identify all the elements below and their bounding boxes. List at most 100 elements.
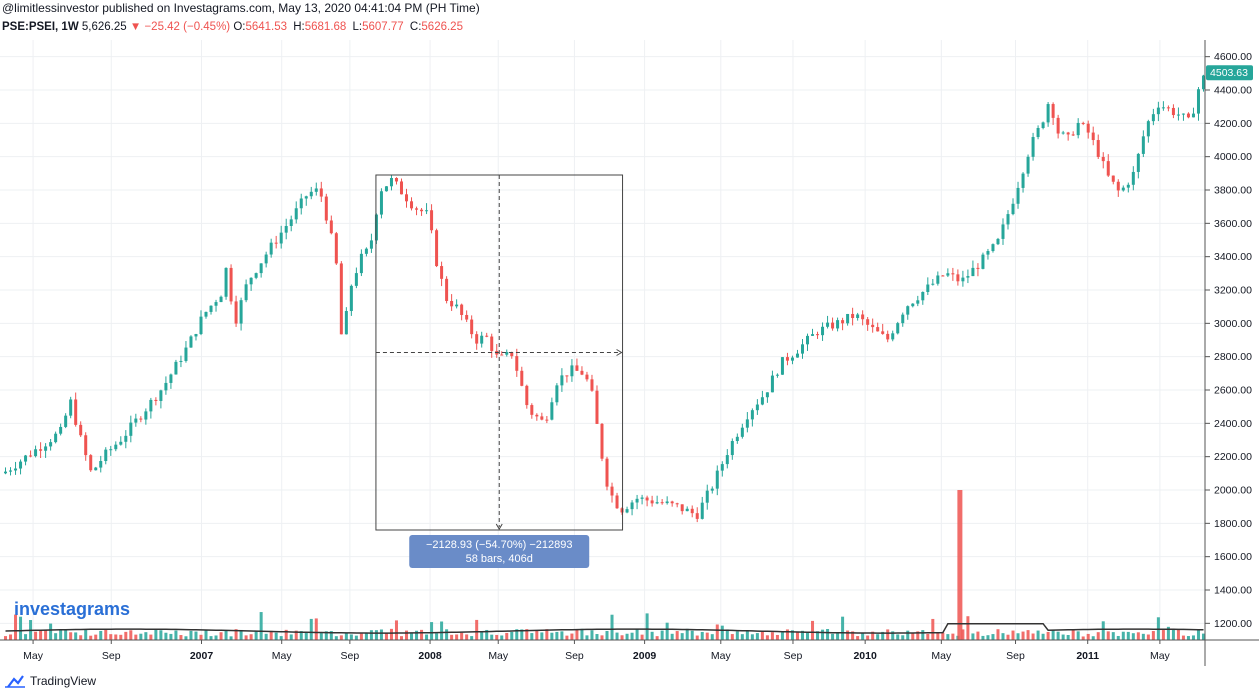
- volume-bar: [525, 629, 529, 640]
- volume-bar: [585, 635, 589, 640]
- volume-bar: [1021, 631, 1025, 640]
- volume-bar: [214, 635, 218, 640]
- volume-bar: [14, 614, 18, 640]
- volume-bar: [1061, 634, 1065, 640]
- candle: [570, 359, 574, 382]
- volume-bar: [384, 632, 388, 640]
- candle: [675, 502, 679, 508]
- volume-bar: [670, 633, 674, 640]
- last-price: 5,626.25: [81, 21, 127, 33]
- candle: [550, 397, 554, 421]
- volume-bar: [1181, 635, 1185, 640]
- candle: [1106, 154, 1110, 177]
- x-tick-label: 2010: [853, 650, 877, 662]
- volume-bar: [269, 630, 273, 640]
- candle: [831, 317, 835, 331]
- candle: [1031, 132, 1035, 161]
- candle: [896, 321, 900, 335]
- candle: [730, 438, 734, 460]
- candle: [690, 505, 694, 518]
- volume-bar: [530, 633, 534, 640]
- candle: [926, 277, 930, 296]
- volume-bar: [1041, 633, 1045, 640]
- candle: [324, 193, 328, 224]
- volume-bar: [485, 629, 489, 640]
- candle: [1121, 185, 1125, 192]
- volume-bar: [1011, 630, 1015, 640]
- candle: [1056, 114, 1060, 139]
- candle: [1186, 112, 1190, 119]
- candle: [685, 506, 689, 512]
- candle: [525, 384, 529, 409]
- candle: [420, 207, 424, 216]
- volume-bar: [936, 632, 940, 640]
- volume-bar: [1201, 633, 1205, 640]
- candle: [705, 484, 709, 510]
- volume-bar: [39, 630, 43, 640]
- candle: [480, 331, 484, 348]
- volume-bar: [159, 630, 163, 640]
- volume-bar: [600, 635, 604, 640]
- published-line: @limitlessinvestor published on Investag…: [2, 1, 480, 15]
- close-label: C:: [409, 21, 422, 33]
- price-axis[interactable]: 4600.00 4400.00 4200.00 4000.00 3800.00 3600.…: [1205, 51, 1252, 630]
- candle: [94, 466, 98, 471]
- candle: [1136, 152, 1140, 179]
- volume-bar: [405, 630, 409, 640]
- candle: [244, 279, 248, 303]
- open-label: O:: [233, 21, 246, 33]
- volume-bar: [239, 629, 243, 640]
- candle: [866, 316, 870, 331]
- candle: [856, 312, 860, 321]
- volume-bar: [1026, 630, 1030, 640]
- candle: [770, 370, 774, 393]
- volume-bar: [1056, 631, 1060, 640]
- volume-bar: [1091, 636, 1095, 640]
- candle: [490, 333, 494, 358]
- x-tick-label: May: [931, 650, 952, 662]
- candle: [620, 507, 624, 515]
- volume-bar: [775, 634, 779, 640]
- measure-label-line2: 58 bars, 406d: [466, 553, 533, 565]
- time-axis[interactable]: May Sep 2007 May Sep 2008 May Sep 2009 May Sep 2010…: [23, 640, 1171, 662]
- volume-bar: [981, 635, 985, 640]
- candle: [389, 174, 393, 191]
- plot-area[interactable]: [0, 40, 1205, 640]
- volume-bar: [500, 635, 504, 640]
- candle: [605, 456, 609, 491]
- symbol-label[interactable]: PSE:PSEI, 1W: [2, 21, 79, 33]
- measure-tool[interactable]: −2128.93 (−54.70%) −212893 58 bars, 406d: [375, 174, 624, 568]
- volume-bar: [1096, 632, 1100, 640]
- cloud-logo-icon: [5, 675, 25, 688]
- volume-bar: [334, 636, 338, 640]
- volume-bar: [911, 633, 915, 640]
- volume-bar: [455, 634, 459, 640]
- candle: [806, 333, 810, 351]
- candle: [369, 233, 373, 253]
- volume-bar: [750, 634, 754, 640]
- candle: [104, 447, 108, 465]
- candle: [790, 355, 794, 365]
- volume-bar: [124, 631, 128, 640]
- volume-bar: [465, 634, 469, 640]
- candle: [931, 278, 935, 286]
- tradingview-footer[interactable]: TradingView: [4, 674, 96, 688]
- volume-bar: [851, 631, 855, 640]
- candle: [590, 374, 594, 392]
- last-price-marker: 4503.63: [1206, 65, 1253, 81]
- volume-bar: [790, 630, 794, 640]
- volume-bar: [565, 635, 569, 640]
- candle: [134, 413, 138, 427]
- candle: [425, 203, 429, 215]
- candlesticks: [4, 74, 1205, 523]
- candle: [259, 263, 263, 278]
- volume-bar: [876, 634, 880, 640]
- candle: [861, 310, 865, 326]
- candle: [450, 294, 454, 311]
- volume-bar: [976, 631, 980, 640]
- volume-bar: [114, 634, 118, 640]
- candle: [1191, 107, 1195, 118]
- candle: [580, 366, 584, 376]
- candle: [394, 177, 398, 185]
